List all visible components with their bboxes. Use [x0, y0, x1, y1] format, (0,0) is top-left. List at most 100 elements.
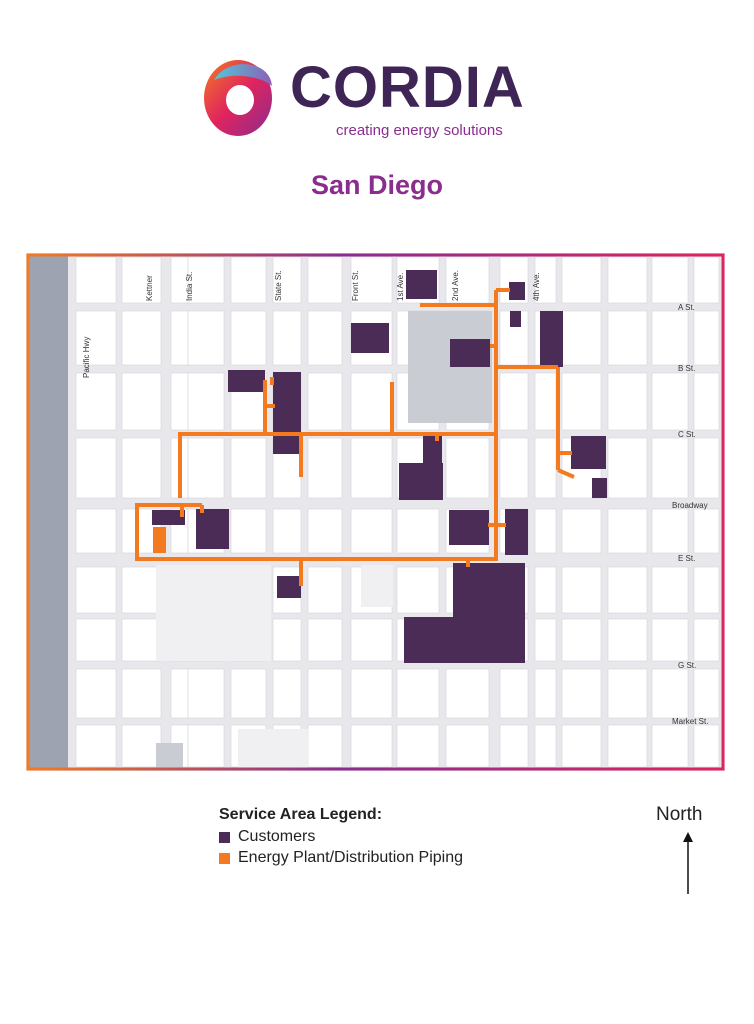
- legend-item-piping: Energy Plant/Distribution Piping: [219, 849, 463, 867]
- city-block: [561, 668, 602, 719]
- highway-strip: [28, 255, 68, 769]
- distribution-piping: [135, 288, 575, 586]
- customer-building: [406, 270, 437, 299]
- city-block: [75, 724, 117, 768]
- city-block: [187, 310, 225, 366]
- city-title: San Diego: [310, 170, 444, 200]
- customer-building: [351, 323, 389, 353]
- city-block: [121, 256, 162, 304]
- city-block: [170, 310, 189, 366]
- city-block: [121, 372, 162, 431]
- brand-tagline: creating energy solutions: [336, 122, 503, 139]
- customer-building: [453, 563, 525, 623]
- city-block: [121, 724, 162, 768]
- street-label-state: State St.: [274, 270, 283, 301]
- city-block: [307, 508, 343, 554]
- city-block: [396, 668, 440, 719]
- city-block: [396, 724, 440, 768]
- city-block: [534, 566, 557, 614]
- city-block: [307, 724, 343, 768]
- city-block: [75, 508, 117, 554]
- city-block: [272, 508, 302, 554]
- city-block: [350, 668, 393, 719]
- city-block: [307, 618, 343, 662]
- city-block: [307, 566, 343, 614]
- city-block: [75, 668, 117, 719]
- brand-name: CORDIA: [290, 55, 525, 120]
- open-lot: [361, 565, 393, 607]
- city-block: [499, 668, 529, 719]
- city-block: [693, 437, 720, 499]
- city-block: [607, 618, 648, 662]
- open-lot: [156, 565, 271, 661]
- cordia-logo: CORDIA creating energy solutions: [200, 50, 560, 145]
- street-label-b-st: B St.: [678, 364, 695, 373]
- customer-building: [505, 509, 528, 555]
- legend-label: Energy Plant/Distribution Piping: [238, 849, 464, 866]
- city-block: [607, 256, 648, 304]
- open-lot: [156, 743, 183, 769]
- city-block: [607, 508, 648, 554]
- service-area-legend: Service Area Legend: Customers Energy Pl…: [219, 806, 463, 867]
- map-svg: Pacific Hwy Kettner India St. State St. …: [26, 253, 725, 771]
- city-block: [651, 437, 689, 499]
- street-label-market-st: Market St.: [672, 717, 708, 726]
- city-block: [230, 508, 267, 554]
- city-block: [561, 372, 602, 431]
- city-block: [121, 310, 162, 366]
- city-block: [230, 668, 267, 719]
- open-lot: [238, 729, 308, 769]
- city-block: [651, 310, 689, 366]
- city-block: [693, 618, 720, 662]
- city-block: [187, 372, 225, 431]
- city-block: [350, 256, 393, 304]
- street-label-a-st: A St.: [678, 303, 695, 312]
- map-frame: [26, 253, 725, 771]
- service-area-map: Pacific Hwy Kettner India St. State St. …: [26, 253, 725, 771]
- city-block: [230, 310, 267, 366]
- customer-building: [277, 576, 301, 598]
- piping-swatch-icon: [219, 852, 230, 864]
- city-block: [307, 310, 343, 366]
- customer-building: [449, 510, 489, 545]
- city-block: [561, 724, 602, 768]
- city-block: [651, 372, 689, 431]
- city-block: [534, 508, 557, 554]
- city-block: [396, 566, 440, 614]
- city-block: [187, 256, 225, 304]
- city-block: [561, 508, 602, 554]
- city-block: [607, 310, 648, 366]
- city-block: [607, 566, 648, 614]
- city-block: [121, 437, 162, 499]
- city-block: [534, 437, 557, 499]
- city-block: [121, 618, 162, 662]
- city-block: [499, 724, 529, 768]
- city-block: [396, 508, 440, 554]
- city-block: [651, 508, 689, 554]
- city-block: [170, 668, 189, 719]
- city-block: [170, 372, 189, 431]
- city-block: [534, 668, 557, 719]
- city-block: [499, 437, 529, 499]
- city-block: [187, 668, 225, 719]
- legend-title: Service Area Legend:: [219, 806, 383, 823]
- city-block: [693, 256, 720, 304]
- legend-label: Customers: [238, 828, 316, 845]
- city-block: [272, 310, 302, 366]
- customer-building: [423, 436, 442, 468]
- street-label-g-st: G St.: [678, 661, 696, 670]
- city-block: [75, 372, 117, 431]
- city-block: [607, 668, 648, 719]
- city-block: [651, 618, 689, 662]
- city-block: [230, 256, 267, 304]
- city-block: [607, 724, 648, 768]
- customer-building: [228, 370, 265, 392]
- north-label: North: [656, 804, 703, 825]
- city-block: [693, 668, 720, 719]
- city-block: [350, 437, 393, 499]
- street-label-1st-ave: 1st Ave.: [396, 273, 405, 301]
- city-block: [272, 618, 302, 662]
- street-label-4th-ave: 4th Ave.: [532, 272, 541, 301]
- city-block: [561, 566, 602, 614]
- city-block: [187, 724, 225, 768]
